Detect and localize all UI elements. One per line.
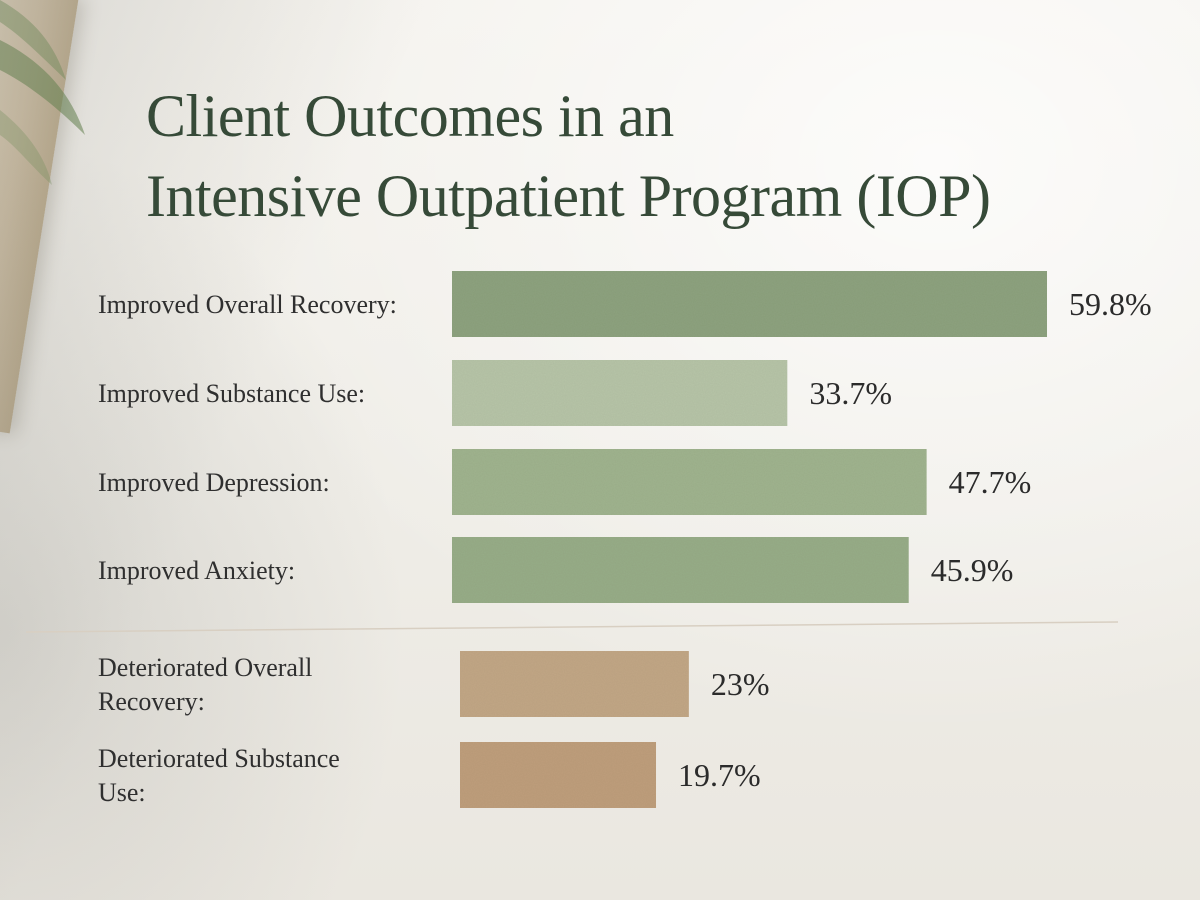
value-label-2: 47.7%	[949, 464, 1032, 500]
category-label-3-0: Improved Anxiety:	[98, 556, 295, 585]
value-label-0: 59.8%	[1069, 286, 1152, 322]
bar-1	[452, 360, 788, 426]
category-label-1-0: Improved Substance Use:	[98, 379, 365, 408]
value-label-3: 45.9%	[931, 552, 1014, 588]
bar-5	[460, 742, 657, 808]
group-divider	[25, 621, 1119, 633]
value-label-1: 33.7%	[809, 375, 892, 411]
category-label-4-1: Recovery:	[98, 687, 205, 716]
category-label-4-0: Deteriorated Overall	[98, 653, 312, 682]
bar-0	[452, 271, 1048, 337]
category-label-5-1: Use:	[98, 778, 146, 807]
chart-title-line-1: Client Outcomes in an	[146, 83, 674, 149]
chart-title-line-2: Intensive Outpatient Program (IOP)	[146, 163, 991, 229]
category-label-5-0: Deteriorated Substance	[98, 744, 340, 773]
value-label-5: 19.7%	[678, 757, 761, 793]
category-label-2-0: Improved Depression:	[98, 468, 330, 497]
bar-2	[452, 449, 927, 515]
value-label-4: 23%	[711, 666, 770, 702]
bar-4	[460, 651, 689, 717]
category-label-0-0: Improved Overall Recovery:	[98, 290, 397, 319]
chart-title: Client Outcomes in an Intensive Outpatie…	[146, 76, 991, 236]
bar-3	[452, 537, 909, 603]
